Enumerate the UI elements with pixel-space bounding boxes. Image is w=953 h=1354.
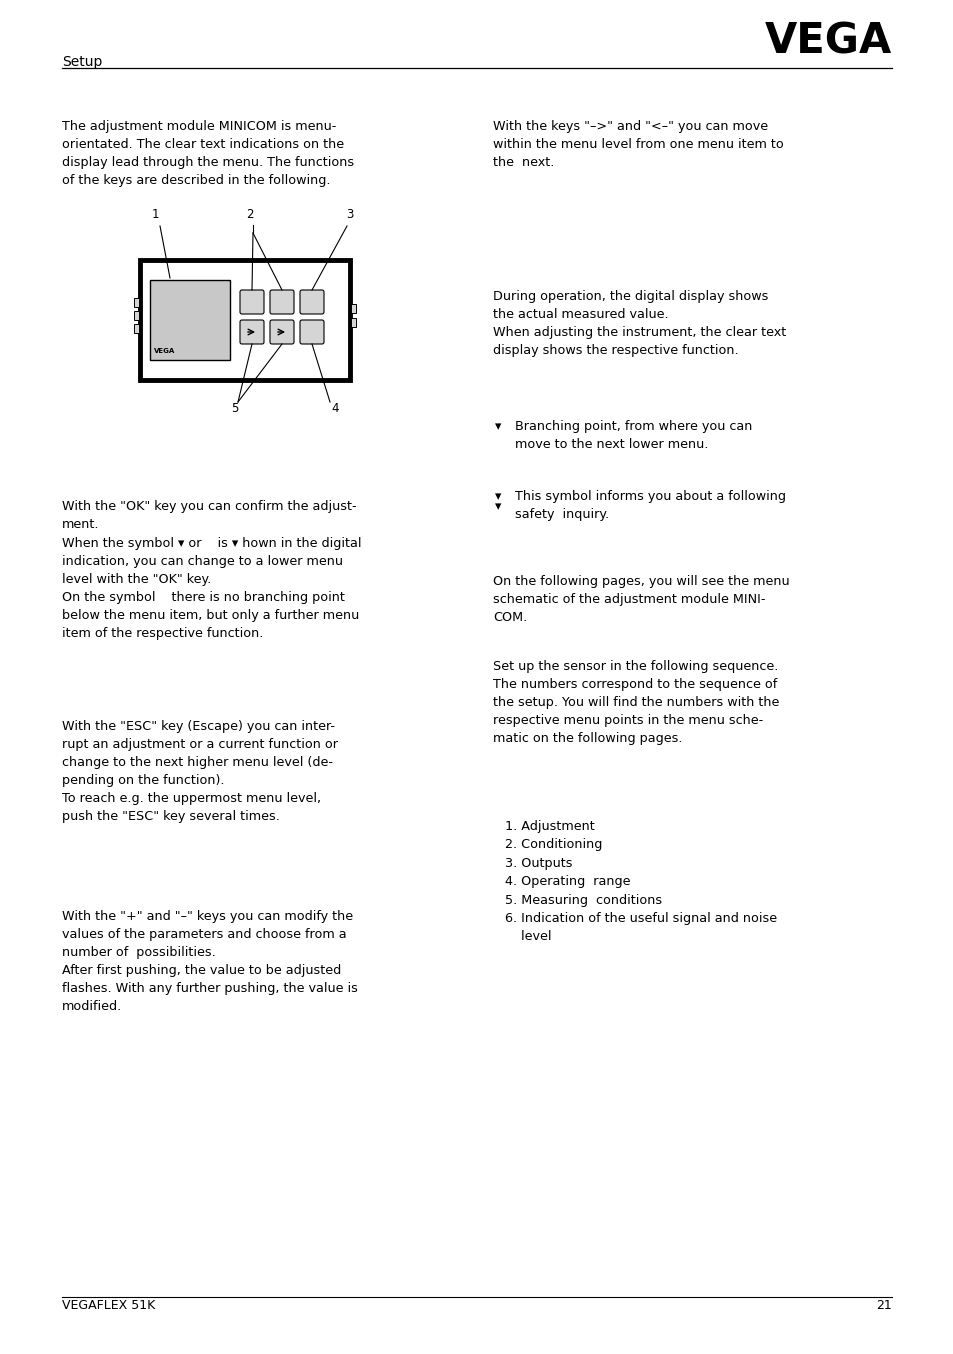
Text: This symbol informs you about a following
safety  inquiry.: This symbol informs you about a followin… bbox=[515, 490, 785, 521]
Text: VEGAFLEX 51K: VEGAFLEX 51K bbox=[62, 1298, 155, 1312]
Text: 4: 4 bbox=[331, 402, 338, 414]
Text: 2: 2 bbox=[246, 209, 253, 221]
Text: On the following pages, you will see the menu
schematic of the adjustment module: On the following pages, you will see the… bbox=[493, 575, 789, 624]
Text: 4. Operating  range: 4. Operating range bbox=[504, 876, 630, 888]
Text: With the keys "–>" and "<–" you can move
within the menu level from one menu ite: With the keys "–>" and "<–" you can move… bbox=[493, 121, 783, 169]
Text: Setup: Setup bbox=[62, 56, 102, 69]
Text: indication, you can change to a lower menu
level with the "OK" key.
On the symbo: indication, you can change to a lower me… bbox=[62, 555, 359, 640]
Text: 1. Adjustment: 1. Adjustment bbox=[504, 821, 594, 833]
Text: With the "ESC" key (Escape) you can inter-
rupt an adjustment or a current funct: With the "ESC" key (Escape) you can inte… bbox=[62, 720, 337, 823]
Text: 21: 21 bbox=[876, 1298, 891, 1312]
Text: 6. Indication of the useful signal and noise
    level: 6. Indication of the useful signal and n… bbox=[504, 913, 777, 944]
Text: ▾: ▾ bbox=[495, 490, 501, 502]
Text: 5: 5 bbox=[231, 402, 238, 414]
FancyBboxPatch shape bbox=[240, 290, 264, 314]
Text: VEGA: VEGA bbox=[153, 348, 175, 353]
FancyBboxPatch shape bbox=[270, 320, 294, 344]
Bar bbox=[351, 305, 355, 313]
Text: 5. Measuring  conditions: 5. Measuring conditions bbox=[504, 894, 661, 907]
Text: VEGA: VEGA bbox=[764, 20, 891, 62]
Text: 1: 1 bbox=[152, 209, 158, 221]
Bar bbox=[133, 324, 139, 333]
Text: With the "+" and "–" keys you can modify the
values of the parameters and choose: With the "+" and "–" keys you can modify… bbox=[62, 910, 357, 1013]
Text: With the "OK" key you can confirm the adjust-
ment.: With the "OK" key you can confirm the ad… bbox=[62, 500, 356, 531]
Text: 3. Outputs: 3. Outputs bbox=[504, 857, 572, 871]
Text: When the symbol ▾ or    is ▾ hown in the digital: When the symbol ▾ or is ▾ hown in the di… bbox=[62, 538, 361, 550]
FancyBboxPatch shape bbox=[240, 320, 264, 344]
Bar bbox=[150, 280, 230, 360]
FancyBboxPatch shape bbox=[299, 290, 324, 314]
Text: Set up the sensor in the following sequence.
The numbers correspond to the seque: Set up the sensor in the following seque… bbox=[493, 659, 779, 745]
FancyBboxPatch shape bbox=[299, 320, 324, 344]
Text: 3: 3 bbox=[346, 209, 354, 221]
Text: ▾: ▾ bbox=[495, 500, 501, 513]
Bar bbox=[140, 260, 350, 380]
Bar bbox=[351, 318, 355, 328]
FancyBboxPatch shape bbox=[270, 290, 294, 314]
Text: ▾: ▾ bbox=[495, 420, 501, 433]
Text: Branching point, from where you can
move to the next lower menu.: Branching point, from where you can move… bbox=[515, 420, 752, 451]
Text: 2. Conditioning: 2. Conditioning bbox=[504, 838, 601, 852]
Text: The adjustment module MINICOM is menu-
orientated. The clear text indications on: The adjustment module MINICOM is menu- o… bbox=[62, 121, 354, 187]
Bar bbox=[133, 311, 139, 320]
Bar bbox=[133, 298, 139, 307]
Text: During operation, the digital display shows
the actual measured value.
When adju: During operation, the digital display sh… bbox=[493, 290, 785, 357]
